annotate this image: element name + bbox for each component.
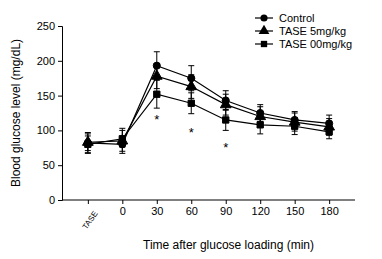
x-tick-label: 120 xyxy=(252,205,270,217)
legend-label: Control xyxy=(279,12,314,24)
y-tick-label: 100 xyxy=(37,124,55,136)
y-tick-label: 250 xyxy=(37,20,55,32)
y-tick: 100 xyxy=(37,124,62,136)
marker xyxy=(223,117,229,123)
legend-marker xyxy=(259,25,270,34)
y-tick-label: 50 xyxy=(43,159,55,171)
x-tick: 180 xyxy=(320,200,338,217)
y-tick-label: 200 xyxy=(37,55,55,67)
x-tick-label: TASE xyxy=(81,209,100,231)
chart-container: 0 50 100 150 200 250 TASE 0 30 60 90 120 150 180 * * * Co… xyxy=(0,0,382,259)
series-line xyxy=(88,66,329,145)
series xyxy=(85,80,333,152)
x-tick: 0 xyxy=(120,200,126,217)
x-tick-label: 0 xyxy=(120,205,126,217)
marker xyxy=(188,100,194,106)
series-line xyxy=(88,94,329,144)
series xyxy=(84,52,332,154)
y-axis-title: Blood glucose level (mg/dL) xyxy=(9,39,23,187)
x-tick: 90 xyxy=(220,200,232,217)
y-axis: 0 50 100 150 200 250 xyxy=(37,20,63,206)
marker xyxy=(257,122,263,128)
marker xyxy=(292,123,298,129)
y-tick: 0 xyxy=(49,194,62,206)
y-tick-mark xyxy=(58,96,62,97)
annotation: * xyxy=(154,112,159,127)
x-tick-label: 180 xyxy=(320,205,338,217)
error-bar xyxy=(326,125,332,139)
marker xyxy=(326,129,332,135)
plot: 0 50 100 150 200 250 TASE 0 30 60 90 120 150 180 * * * Co… xyxy=(37,12,355,231)
series xyxy=(82,64,334,154)
y-tick-mark xyxy=(58,26,62,27)
x-tick-mark xyxy=(88,200,89,204)
legend-label: TASE 00mg/kg xyxy=(279,38,352,50)
legend-marker xyxy=(260,14,267,21)
y-tick-mark xyxy=(58,200,62,201)
x-axis-line xyxy=(62,200,355,201)
legend-label: TASE 5mg/kg xyxy=(279,25,346,37)
error-bar xyxy=(188,93,194,114)
legend: ControlTASE 5mg/kgTASE 00mg/kg xyxy=(255,12,352,50)
y-tick: 150 xyxy=(37,90,62,102)
error-bar xyxy=(223,110,229,131)
x-tick-mark xyxy=(260,200,261,204)
x-axis-title: Time after glucose loading (min) xyxy=(143,238,314,252)
x-tick-label: 60 xyxy=(186,205,198,217)
x-tick-mark xyxy=(226,200,227,204)
marker xyxy=(186,80,197,89)
error-bar xyxy=(85,136,91,153)
x-tick: 30 xyxy=(151,200,163,217)
x-axis: TASE 0 30 60 90 120 150 180 xyxy=(62,200,355,231)
x-tick-mark xyxy=(329,200,330,204)
error-bar xyxy=(119,130,125,147)
y-tick-mark xyxy=(58,130,62,131)
y-axis-line xyxy=(58,27,63,201)
error-bar xyxy=(154,80,160,108)
x-tick-label: 150 xyxy=(286,205,304,217)
x-tick: TASE xyxy=(81,200,100,231)
y-tick-label: 150 xyxy=(37,90,55,102)
marker xyxy=(154,91,160,97)
marks xyxy=(82,52,334,154)
annotation: * xyxy=(189,125,194,140)
error-bar xyxy=(257,116,263,134)
y-tick-mark xyxy=(58,165,62,166)
x-tick-mark xyxy=(157,200,158,204)
y-tick: 250 xyxy=(37,20,62,32)
annotation: * xyxy=(223,140,228,155)
x-tick-label: 90 xyxy=(220,205,232,217)
error-bar xyxy=(119,128,125,153)
legend-entry: TASE 5mg/kg xyxy=(255,25,346,37)
x-tick-mark xyxy=(295,200,296,204)
marker xyxy=(85,141,91,147)
series-line xyxy=(88,76,329,142)
y-tick-mark xyxy=(58,61,62,62)
legend-entry: Control xyxy=(255,12,314,24)
x-tick: 150 xyxy=(286,200,304,217)
x-tick-mark xyxy=(122,200,123,204)
chart-svg: 0 50 100 150 200 250 TASE 0 30 60 90 120 150 180 * * * Co… xyxy=(0,0,382,259)
legend-entry: TASE 00mg/kg xyxy=(255,38,352,50)
y-tick: 50 xyxy=(43,159,62,171)
y-tick-label: 0 xyxy=(49,194,55,206)
x-tick-mark xyxy=(191,200,192,204)
marker xyxy=(220,98,231,107)
marker xyxy=(151,70,162,79)
x-tick-label: 30 xyxy=(151,205,163,217)
legend-marker xyxy=(261,41,267,47)
error-bar xyxy=(85,132,91,153)
error-bar xyxy=(292,118,298,135)
y-tick: 200 xyxy=(37,55,62,67)
x-tick: 60 xyxy=(186,200,198,217)
marker xyxy=(119,136,125,142)
x-tick: 120 xyxy=(252,200,270,217)
